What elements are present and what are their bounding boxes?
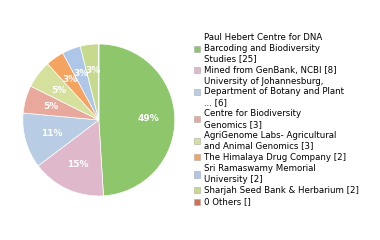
Wedge shape — [31, 64, 99, 120]
Wedge shape — [63, 46, 99, 120]
Text: 3%: 3% — [85, 66, 100, 75]
Wedge shape — [38, 120, 103, 196]
Legend: Paul Hebert Centre for DNA
Barcoding and Biodiversity
Studies [25], Mined from G: Paul Hebert Centre for DNA Barcoding and… — [194, 33, 359, 207]
Wedge shape — [23, 86, 99, 120]
Wedge shape — [48, 53, 99, 120]
Text: 5%: 5% — [52, 86, 67, 95]
Text: 3%: 3% — [73, 69, 89, 78]
Text: 15%: 15% — [67, 160, 89, 169]
Text: 11%: 11% — [41, 129, 62, 138]
Wedge shape — [99, 44, 175, 196]
Wedge shape — [80, 44, 99, 120]
Text: 3%: 3% — [63, 75, 78, 84]
Wedge shape — [23, 113, 99, 166]
Text: 49%: 49% — [137, 114, 159, 123]
Text: 5%: 5% — [44, 102, 59, 111]
